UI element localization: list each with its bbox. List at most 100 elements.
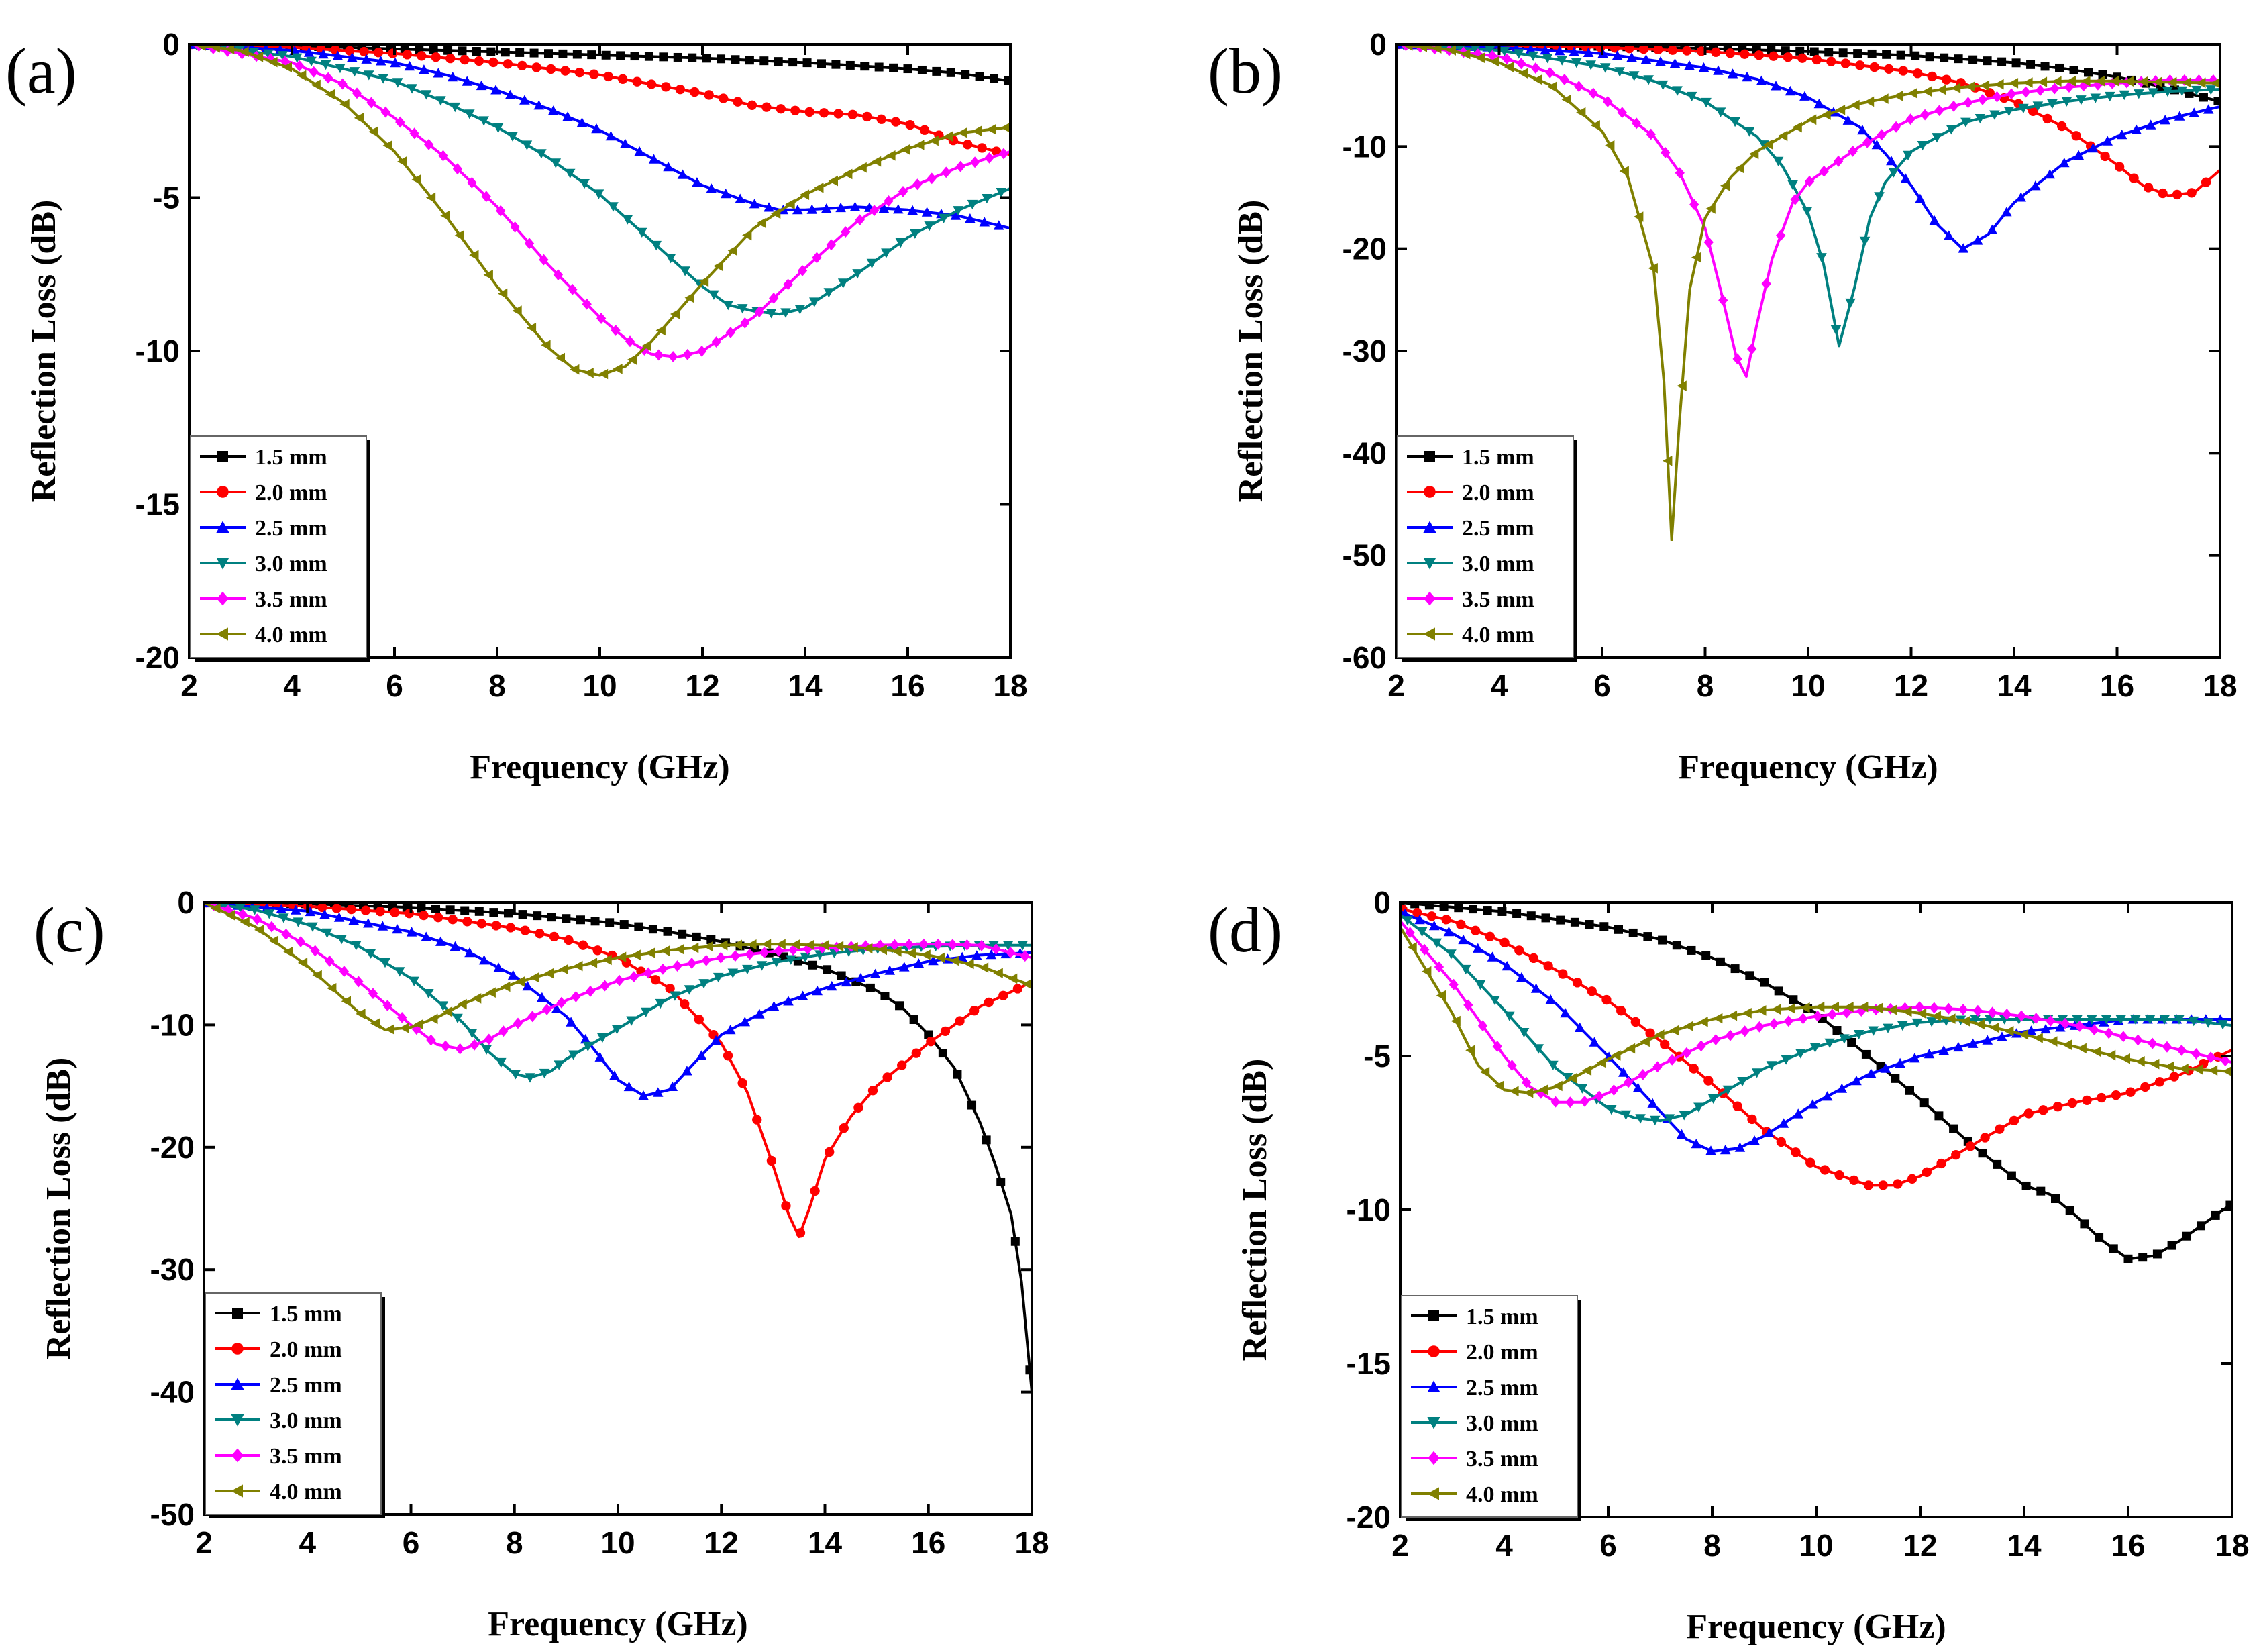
x-tick-label: 4 [283,668,301,703]
data-point [703,941,713,952]
data-point [924,221,935,231]
data-point [458,46,467,56]
data-point [2006,88,2017,100]
data-point [2129,173,2139,183]
data-point [727,968,739,978]
data-point [2125,1087,2136,1097]
x-tick-label: 4 [1495,1528,1513,1563]
data-point [626,1016,637,1026]
data-point [501,981,511,992]
data-point [2008,78,2019,89]
data-point [2003,107,2015,117]
data-point [991,943,1001,955]
data-point [474,56,484,66]
data-point [1619,166,1629,176]
x-tick-label: 8 [506,1525,523,1560]
data-point [1686,91,1697,102]
data-point [1972,1004,1983,1017]
data-point [1499,937,1510,947]
x-tick-label: 16 [2111,1528,2145,1563]
data-point [1776,229,1786,242]
data-point [332,50,344,60]
data-point [957,951,967,962]
data-point [849,201,861,211]
data-point [1847,1037,1856,1047]
data-point [1732,1101,1742,1111]
legend-label-a-20: 2.0 mm [255,480,327,505]
data-point [2197,1221,2205,1231]
data-point [1558,969,1568,979]
data-point [2159,1015,2170,1025]
data-point [986,123,996,135]
data-point [637,227,647,238]
data-point [445,54,456,64]
data-point [663,927,672,936]
data-point [1813,1010,1823,1022]
data-point [912,178,923,191]
data-point [898,186,908,197]
data-point [1679,1111,1689,1121]
data-point [672,960,682,972]
data-point [333,912,345,922]
data-point [1640,54,1652,64]
data-point [718,940,728,951]
data-point [1540,44,1550,55]
data-point [622,215,633,225]
data-point [597,1033,608,1043]
data-point [1456,919,1466,929]
data-point [984,997,994,1008]
data-point [1405,927,1415,939]
data-point [1000,948,1011,959]
data-point [590,917,600,926]
data-point [2084,1019,2095,1029]
x-tick-label: 10 [600,1525,635,1560]
legend-label-b-35: 3.5 mm [1462,587,1534,612]
data-point [855,972,866,982]
data-point [969,156,980,168]
data-point [759,56,769,66]
data-point [472,993,482,1004]
data-point [2131,124,2142,134]
data-point [1416,927,1428,937]
data-point [1638,44,1649,54]
data-point [462,917,472,927]
legend-marker-a-40 [216,627,228,641]
data-point [1460,964,1471,975]
legend-marker-b-35 [1424,591,1436,606]
data-point [1979,80,1990,91]
data-point [2111,1090,2121,1100]
data-point [1407,942,1417,953]
x-tick-label: 12 [1894,668,1928,703]
data-point [356,1009,366,1019]
data-point [1783,52,1793,62]
data-point [2109,1244,2118,1253]
legend-a: 1.5 mm 2.0 mm 2.5 mm 3.0 mm 3.5 mm 4.0 mm [190,435,370,662]
data-point [969,1006,980,1016]
data-point [964,958,974,970]
data-point [1713,65,1724,75]
data-point [882,1072,892,1082]
data-point [1006,947,1016,958]
y-tick-label: -30 [1343,333,1387,368]
data-point [907,205,918,215]
data-point [425,192,436,203]
legend-marker-b-15 [1424,451,1435,462]
data-point [1942,74,1952,85]
data-point [483,269,493,280]
data-point [2056,121,2067,132]
data-point [2102,136,2113,146]
data-point [1737,1077,1748,1087]
data-point [417,51,427,61]
data-point [1020,950,1030,962]
data-point [2066,76,2076,87]
data-point [1661,147,1671,158]
data-point [774,945,784,957]
data-point [1567,1073,1577,1084]
data-point [1422,966,1432,977]
legend-marker-b-25 [1423,521,1436,533]
data-point [947,939,957,951]
data-point [2089,1024,2099,1035]
data-point [810,1186,820,1196]
y-tick-label: -60 [1343,640,1387,675]
data-point [490,85,501,95]
